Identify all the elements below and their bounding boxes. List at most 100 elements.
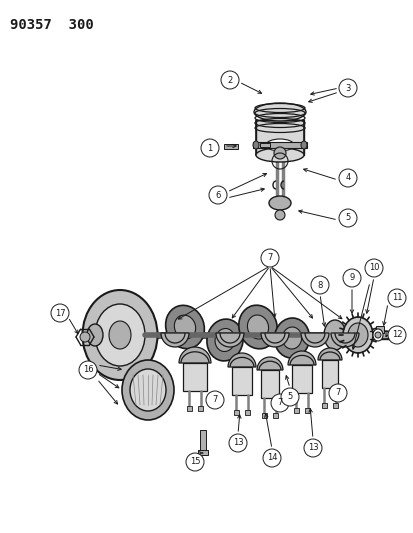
Circle shape — [338, 79, 356, 97]
Bar — [252, 142, 306, 148]
Bar — [197, 406, 202, 411]
Ellipse shape — [254, 103, 305, 121]
Text: 14: 14 — [266, 454, 277, 463]
Text: 7: 7 — [277, 399, 282, 408]
Ellipse shape — [274, 318, 309, 358]
Ellipse shape — [247, 315, 268, 339]
Ellipse shape — [82, 290, 157, 380]
Wedge shape — [317, 348, 341, 360]
Bar — [183, 363, 206, 391]
Bar — [332, 403, 337, 408]
Bar — [199, 430, 206, 452]
Circle shape — [221, 71, 238, 89]
Circle shape — [387, 289, 405, 307]
Wedge shape — [161, 333, 189, 347]
Circle shape — [260, 249, 278, 267]
Circle shape — [262, 449, 280, 467]
Bar — [231, 367, 252, 395]
Circle shape — [271, 394, 288, 412]
Ellipse shape — [252, 141, 259, 149]
Circle shape — [328, 384, 346, 402]
Circle shape — [364, 259, 382, 277]
Ellipse shape — [109, 321, 131, 349]
Ellipse shape — [268, 196, 290, 210]
Wedge shape — [256, 357, 282, 370]
Circle shape — [228, 434, 247, 452]
Text: 7: 7 — [212, 395, 217, 405]
Circle shape — [79, 361, 97, 379]
Text: 11: 11 — [391, 294, 401, 303]
Ellipse shape — [347, 323, 367, 347]
Wedge shape — [260, 333, 288, 347]
Ellipse shape — [95, 304, 145, 366]
Circle shape — [274, 210, 284, 220]
Circle shape — [338, 169, 356, 187]
Text: 16: 16 — [83, 366, 93, 375]
Ellipse shape — [238, 305, 277, 349]
Circle shape — [310, 276, 328, 294]
Ellipse shape — [165, 305, 204, 349]
Wedge shape — [216, 333, 243, 347]
Circle shape — [80, 332, 90, 342]
Ellipse shape — [300, 141, 306, 149]
Bar — [223, 144, 237, 149]
Bar — [375, 326, 383, 333]
Text: 9: 9 — [349, 273, 354, 282]
Text: 2: 2 — [227, 76, 232, 85]
Bar — [291, 365, 311, 393]
Ellipse shape — [122, 360, 173, 420]
Text: 17: 17 — [55, 309, 65, 318]
Bar — [293, 408, 298, 413]
Ellipse shape — [174, 315, 195, 339]
Ellipse shape — [323, 320, 345, 350]
Text: 7: 7 — [335, 389, 340, 398]
Wedge shape — [330, 333, 358, 347]
Bar — [187, 406, 192, 411]
Ellipse shape — [372, 329, 382, 341]
Bar — [261, 413, 266, 418]
Circle shape — [374, 332, 380, 338]
Circle shape — [280, 388, 298, 406]
Bar — [260, 370, 278, 398]
Ellipse shape — [87, 324, 103, 346]
Bar — [272, 413, 277, 418]
Text: 5: 5 — [287, 392, 292, 401]
Wedge shape — [300, 333, 328, 347]
Text: 4: 4 — [344, 174, 350, 182]
Text: 7: 7 — [267, 254, 272, 262]
Text: 3: 3 — [344, 84, 350, 93]
Text: 15: 15 — [189, 457, 200, 466]
Bar — [304, 408, 309, 413]
Text: 8: 8 — [316, 280, 322, 289]
Ellipse shape — [206, 319, 242, 361]
Ellipse shape — [376, 331, 392, 339]
Circle shape — [51, 304, 69, 322]
Bar — [321, 403, 326, 408]
Text: 10: 10 — [368, 263, 378, 272]
Circle shape — [303, 439, 321, 457]
Text: 5: 5 — [344, 214, 350, 222]
Bar — [233, 410, 238, 415]
Ellipse shape — [255, 148, 303, 162]
Text: 1: 1 — [207, 143, 212, 152]
Circle shape — [387, 326, 405, 344]
Circle shape — [185, 453, 204, 471]
Bar — [255, 120, 303, 155]
Circle shape — [342, 269, 360, 287]
Circle shape — [338, 209, 356, 227]
Text: 13: 13 — [232, 439, 243, 448]
Text: 12: 12 — [391, 330, 401, 340]
Ellipse shape — [282, 327, 301, 349]
Bar — [244, 410, 249, 415]
Wedge shape — [178, 347, 211, 363]
Bar — [197, 450, 207, 455]
Bar — [321, 360, 337, 388]
Circle shape — [273, 147, 285, 159]
Text: 13: 13 — [307, 443, 318, 453]
Text: 6: 6 — [215, 190, 220, 199]
Circle shape — [201, 139, 218, 157]
Ellipse shape — [130, 369, 166, 411]
Ellipse shape — [214, 328, 235, 351]
Ellipse shape — [266, 139, 293, 151]
Circle shape — [209, 186, 226, 204]
